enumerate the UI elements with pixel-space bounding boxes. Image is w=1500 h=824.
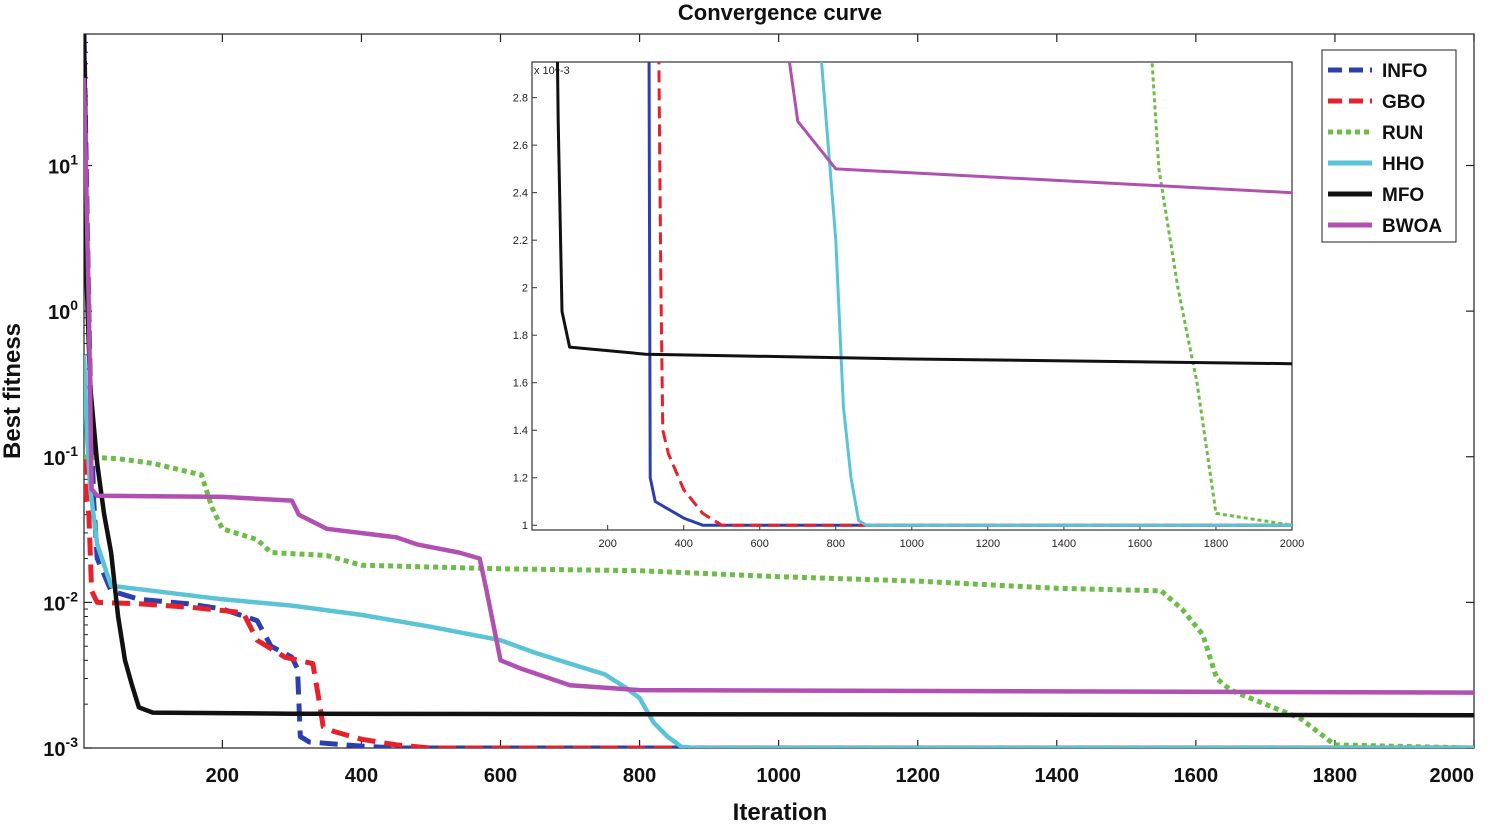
- inset-series-group: [532, 62, 1292, 528]
- legend-label-mfo: MFO: [1382, 185, 1424, 206]
- inset-x-tick-label: 2000: [1280, 538, 1304, 550]
- inset-x-tick-label: 1000: [900, 538, 924, 550]
- inset-y-tick-label: 1.8: [513, 330, 528, 342]
- inset-y-tick-label: 1.4: [513, 425, 528, 437]
- inset-x-tick-label: 800: [827, 538, 845, 550]
- x-tick-label: 600: [484, 765, 517, 787]
- y-tick-label: 10-1: [43, 443, 78, 470]
- inset-y-tick-label: 1.6: [513, 378, 528, 390]
- main-series-group: [84, 34, 1474, 748]
- inset-y-tick-label: 1.2: [513, 473, 528, 485]
- inset-series-line-hho: [820, 62, 1292, 527]
- main-axis-ticks: 200 400 600 800 1000 1200 1400 1600 1800 20001011…: [43, 33, 1475, 787]
- inset-y-tick-label: 2: [522, 283, 528, 295]
- x-tick-label: 1200: [895, 765, 940, 787]
- y-axis-label: Best fitness: [0, 323, 26, 459]
- x-tick-label: 1800: [1313, 765, 1358, 787]
- x-tick-label: 1000: [756, 765, 801, 787]
- inset-x-tick-label: 400: [675, 538, 693, 550]
- x-axis-label: Iteration: [733, 799, 828, 824]
- series-line-gbo: [84, 456, 1474, 748]
- inset-y-tick-label: 2.4: [513, 188, 528, 200]
- inset-y-tick-label: 2.2: [513, 235, 528, 247]
- inset-y-tick-label: 2.6: [513, 140, 528, 152]
- x-tick-label: 400: [345, 765, 378, 787]
- y-tick-label: 101: [48, 152, 78, 179]
- y-tick-label: 100: [48, 297, 78, 324]
- inset-y-tick-label: 2.8: [513, 93, 528, 105]
- legend-label-hho: HHO: [1382, 154, 1424, 175]
- chart-title: Convergence curve: [678, 0, 882, 25]
- inset-axis-ticks: 200 400 600 800 1000 1200 1400 1600 1800 2000 1 1.2…: [513, 93, 1305, 550]
- inset-x-tick-label: 1800: [1204, 538, 1228, 550]
- x-tick-label: 200: [206, 765, 239, 787]
- y-tick-label: 10-3: [43, 734, 78, 761]
- legend-label-run: RUN: [1382, 123, 1423, 144]
- x-tick-label: 2000: [1430, 765, 1475, 787]
- y-tick-label: 10-2: [43, 588, 78, 615]
- x-tick-label: 1600: [1174, 765, 1219, 787]
- legend-box: [1321, 49, 1457, 243]
- inset-x-tick-label: 1400: [1052, 538, 1076, 550]
- inset-x-tick-label: 200: [598, 538, 616, 550]
- series-line-bwoa: [84, 77, 1474, 695]
- inset-x-tick-label: 1600: [1128, 538, 1152, 550]
- legend-label-info: INFO: [1382, 61, 1427, 82]
- inset-x-tick-label: 1200: [976, 538, 1000, 550]
- legend-label-gbo: GBO: [1382, 92, 1425, 113]
- inset-exponent-label: x 10^-3: [534, 65, 570, 77]
- inset-x-tick-label: 600: [751, 538, 769, 550]
- inset-y-tick-label: 1: [522, 520, 528, 532]
- series-line-hho: [84, 354, 1474, 748]
- x-tick-label: 800: [623, 765, 656, 787]
- legend: INFO GBO RUN HHO MFO BWOA: [1321, 49, 1457, 243]
- inset-plot-area: [531, 61, 1293, 531]
- x-tick-label: 1400: [1035, 765, 1080, 787]
- legend-label-bwoa: BWOA: [1382, 216, 1442, 237]
